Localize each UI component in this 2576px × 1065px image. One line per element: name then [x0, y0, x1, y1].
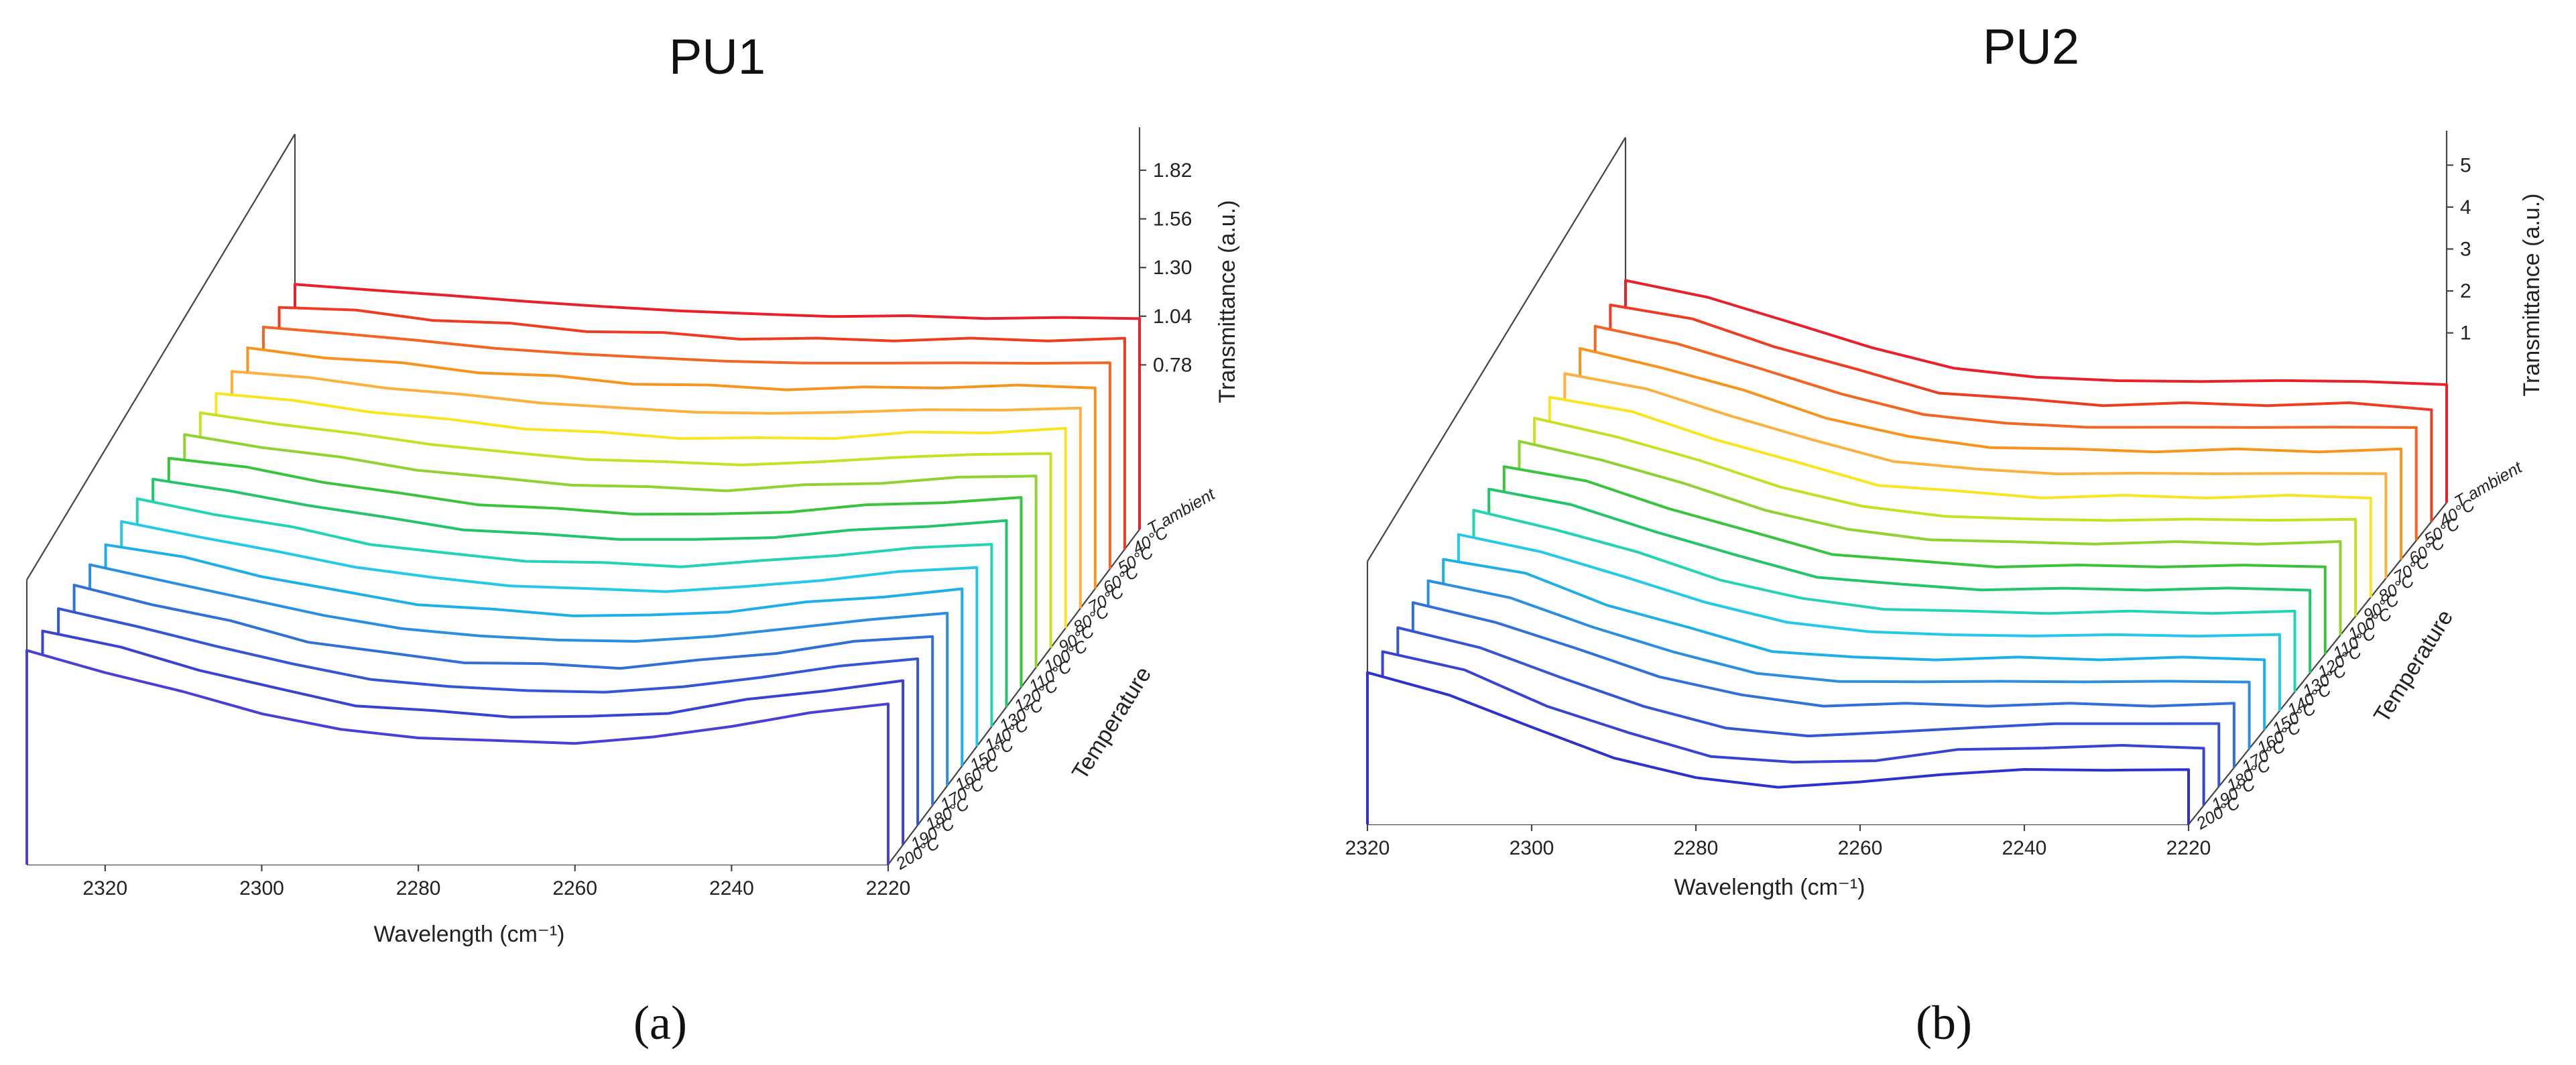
x-tick-label: 2260: [1838, 837, 1883, 859]
panel-b-x-ticks: 2320 2300 2280 2260 2240 2220: [1345, 824, 2211, 859]
x-tick-label: 2320: [1345, 837, 1390, 859]
y-tick-label: 4: [2460, 196, 2471, 218]
x-tick-label: 2300: [239, 877, 284, 899]
panel-a-z-axis-title: Temperature: [1067, 662, 1156, 784]
y-tick-label: 2: [2460, 280, 2471, 302]
y-tick-label: 5: [2460, 154, 2471, 176]
panel-b-y-axis-title: Transmittance (a.u.): [2519, 194, 2544, 397]
panel-a-x-ticks: 2320 2300 2280 2260 2240 2220: [82, 865, 910, 899]
panel-a-caption: (a): [633, 996, 687, 1050]
frame-diagonal-top-edge: [26, 133, 296, 580]
panel-a-y-axis-title: Transmittance (a.u.): [1215, 200, 1240, 403]
panel-a-y-ticks: 0.78 1.04 1.30 1.56 1.82: [1140, 160, 1192, 376]
frame-right-floor-edge: [887, 529, 1140, 865]
panel-a-x-axis-title: Wavelength (cm⁻¹): [374, 922, 565, 947]
panel-b-caption: (b): [1916, 996, 1972, 1050]
x-tick-label: 2220: [866, 877, 911, 899]
panel-b-x-axis-title: Wavelength (cm⁻¹): [1674, 875, 1865, 900]
x-tick-label: 2220: [2166, 837, 2211, 859]
x-tick-label: 2280: [1674, 837, 1719, 859]
x-tick-label: 2300: [1510, 837, 1554, 859]
panel-a-chart: PU1 2320 2300 2280 2260 2240 2220 0.78 1.04 1.3…: [25, 29, 1240, 1050]
panel-b-traces: [1366, 279, 2448, 824]
y-tick-label: 0.78: [1153, 354, 1192, 376]
x-tick-label: 2240: [2002, 837, 2047, 859]
trace-200-c: [1366, 671, 2190, 824]
frame-diagonal-top-edge: [1367, 137, 1626, 562]
y-tick-label: 1.82: [1153, 160, 1192, 182]
y-tick-label: 1.04: [1153, 306, 1192, 328]
panel-a-traces: [25, 283, 1141, 865]
y-tick-label: 1.30: [1153, 257, 1192, 279]
panel-b-y-ticks: 1 2 3 4 5: [2447, 154, 2471, 344]
y-tick-label: 1: [2460, 322, 2471, 344]
panel-b-title: PU2: [1983, 19, 2079, 74]
x-tick-label: 2320: [82, 877, 127, 899]
trace-200-c: [25, 649, 890, 865]
y-tick-label: 3: [2460, 239, 2471, 261]
x-tick-label: 2260: [552, 877, 597, 899]
x-tick-label: 2280: [396, 877, 441, 899]
frame-right-floor-edge: [2188, 502, 2447, 825]
x-tick-label: 2240: [709, 877, 754, 899]
y-tick-label: 1.56: [1153, 208, 1192, 231]
panel-a-title: PU1: [669, 29, 765, 84]
